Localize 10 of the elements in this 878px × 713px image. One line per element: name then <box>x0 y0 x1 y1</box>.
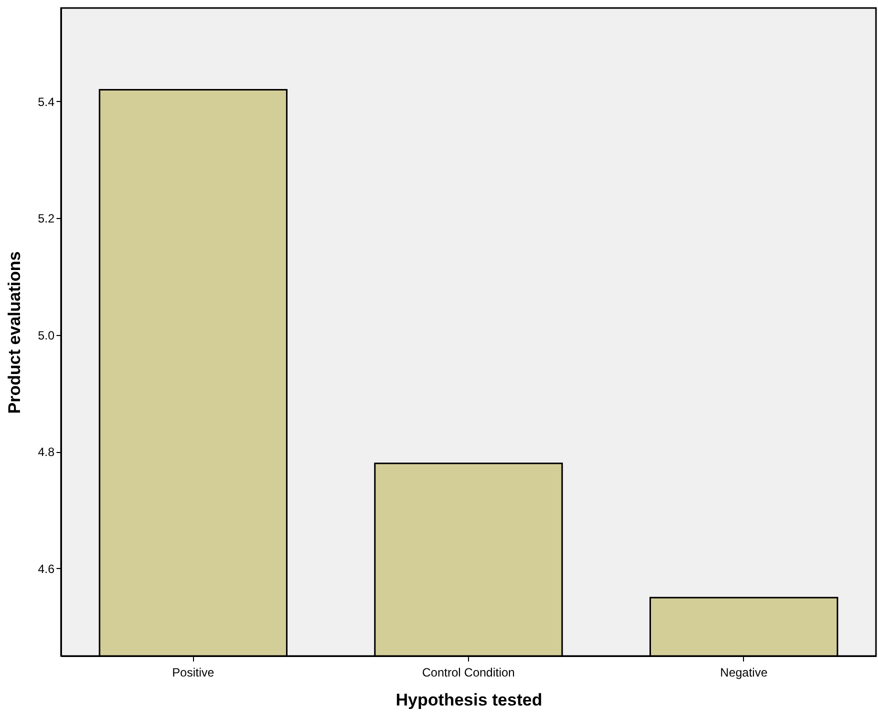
x-axis-title: Hypothesis tested <box>396 690 542 710</box>
y-tick-label: 5.4 <box>38 94 55 109</box>
y-tick-label: 4.6 <box>38 562 55 576</box>
x-tick-label: Control Condition <box>422 666 515 680</box>
x-tick-label: Positive <box>172 666 214 680</box>
y-tick-label: 4.8 <box>38 445 55 460</box>
y-tick-label: 5.2 <box>38 212 55 226</box>
y-axis-title: Product evaluations <box>4 251 24 414</box>
x-tick-label: Negative <box>720 666 768 680</box>
y-tick-label: 5.0 <box>38 328 55 342</box>
